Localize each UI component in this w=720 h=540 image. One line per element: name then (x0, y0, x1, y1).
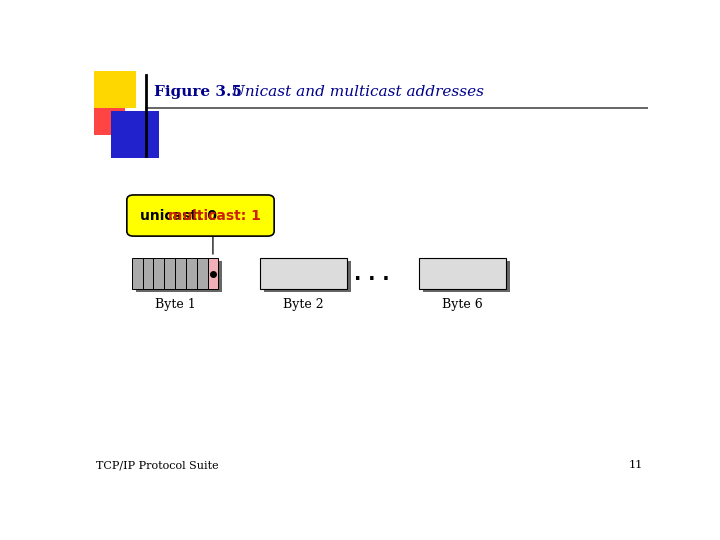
Bar (207, 258, 218, 289)
Bar (143, 258, 153, 289)
FancyBboxPatch shape (127, 195, 274, 236)
Text: TCP/IP Protocol Suite: TCP/IP Protocol Suite (96, 460, 218, 470)
Bar (419, 258, 505, 289)
Text: 11: 11 (628, 460, 642, 470)
Bar (94, 71, 136, 109)
Bar (94, 109, 125, 136)
Text: multicast: 1: multicast: 1 (168, 208, 261, 222)
Bar (164, 258, 175, 289)
Text: Byte 6: Byte 6 (442, 299, 483, 312)
Bar (264, 261, 351, 292)
Bar (260, 258, 346, 289)
Bar (175, 258, 186, 289)
Bar (423, 261, 510, 292)
Text: Byte 2: Byte 2 (283, 299, 324, 312)
Text: Unicast and multicast addresses: Unicast and multicast addresses (233, 85, 485, 99)
Bar (153, 258, 164, 289)
Bar (132, 258, 143, 289)
Bar (111, 111, 158, 158)
Text: Byte 1: Byte 1 (155, 299, 195, 312)
Text: Figure 3.5: Figure 3.5 (154, 85, 242, 99)
Bar (197, 258, 207, 289)
Text: unicast: 0: unicast: 0 (140, 208, 217, 222)
Bar (136, 261, 222, 292)
Text: . . .: . . . (354, 265, 390, 284)
Bar (186, 258, 197, 289)
